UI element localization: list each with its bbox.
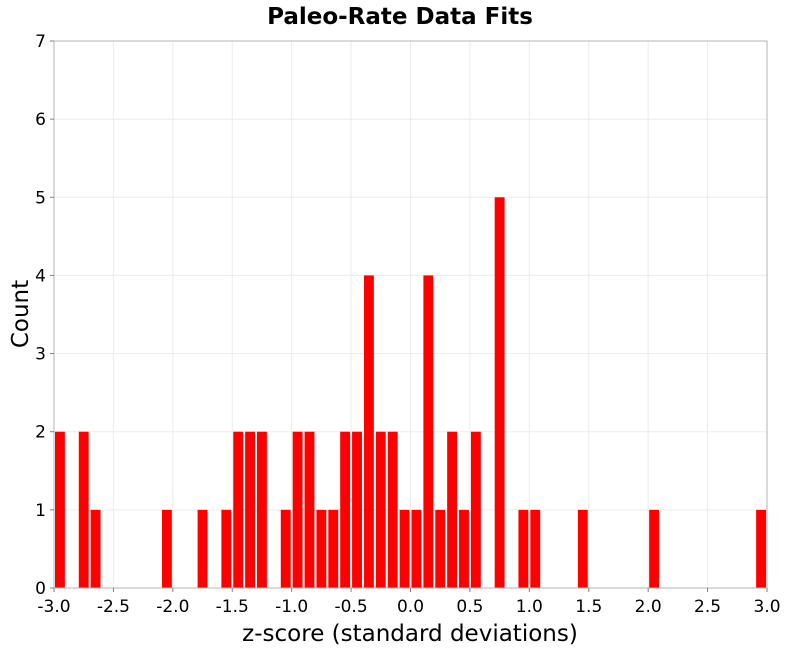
histogram-bar	[375, 431, 386, 588]
histogram-bar	[530, 509, 541, 588]
y-tick-label: 1	[35, 501, 46, 521]
histogram-bar	[399, 509, 410, 588]
histogram-bar	[577, 509, 588, 588]
y-tick-label: 6	[35, 110, 46, 130]
histogram-bar	[447, 431, 458, 588]
x-tick-label: -1.5	[216, 597, 249, 617]
y-tick-label: 2	[35, 423, 46, 443]
histogram-bar	[363, 275, 374, 588]
y-tick-label: 0	[35, 579, 46, 599]
histogram-bar	[292, 431, 303, 588]
x-axis-label: z-score (standard deviations)	[242, 621, 578, 647]
x-tick-label: 0.5	[456, 597, 483, 617]
histogram-bar	[435, 509, 446, 588]
y-tick-label: 3	[35, 345, 46, 365]
x-tick-label: -0.5	[334, 597, 367, 617]
x-tick-label: 2.5	[694, 597, 721, 617]
y-axis-ticks: 0 1 2 3 4 5 6 7	[35, 32, 54, 599]
histogram-bar	[649, 509, 660, 588]
histogram-bar	[494, 197, 505, 589]
grid-lines	[53, 40, 768, 589]
x-tick-label: -2.0	[156, 597, 189, 617]
x-tick-label: 3.0	[753, 597, 780, 617]
y-axis-label: Count	[8, 280, 34, 348]
x-tick-label: 2.0	[635, 597, 662, 617]
histogram-bar	[316, 509, 327, 588]
histogram-bar	[459, 509, 469, 588]
x-tick-label: 1.0	[516, 597, 543, 617]
y-tick-label: 5	[35, 188, 46, 208]
histogram-bar	[233, 431, 244, 588]
histogram-bar	[340, 431, 351, 588]
x-tick-label: -3.0	[37, 597, 70, 617]
histogram-bar	[221, 509, 232, 588]
histogram-bar	[280, 509, 291, 588]
histogram-bar	[90, 509, 101, 588]
histogram-bar	[328, 509, 339, 588]
histogram-bars	[55, 197, 766, 589]
histogram-bar	[423, 275, 434, 588]
histogram-bar	[304, 431, 315, 588]
histogram-bar	[245, 431, 256, 588]
histogram-bar	[756, 509, 766, 588]
histogram-bar	[352, 431, 362, 588]
histogram-bar	[257, 431, 267, 588]
x-tick-label: 0.0	[397, 597, 424, 617]
x-axis-ticks: -3.0 -2.5 -2.0 -1.5 -1.0 -0.5 0.0 0.5 1.0 1.5 2.0 2…	[37, 588, 781, 617]
chart-title: Paleo-Rate Data Fits	[267, 4, 533, 30]
x-tick-label: 1.5	[575, 597, 602, 617]
histogram-bar	[470, 431, 481, 588]
y-tick-label: 4	[35, 266, 46, 286]
x-tick-label: -2.5	[97, 597, 130, 617]
histogram-bar	[411, 509, 422, 588]
y-tick-label: 7	[35, 32, 46, 52]
x-tick-label: -1.0	[275, 597, 308, 617]
histogram-bar	[387, 431, 398, 588]
histogram-bar	[197, 509, 208, 588]
histogram-bar	[78, 431, 89, 588]
histogram-bar	[55, 431, 65, 588]
histogram-bar	[161, 509, 172, 588]
histogram-bar	[518, 509, 529, 588]
